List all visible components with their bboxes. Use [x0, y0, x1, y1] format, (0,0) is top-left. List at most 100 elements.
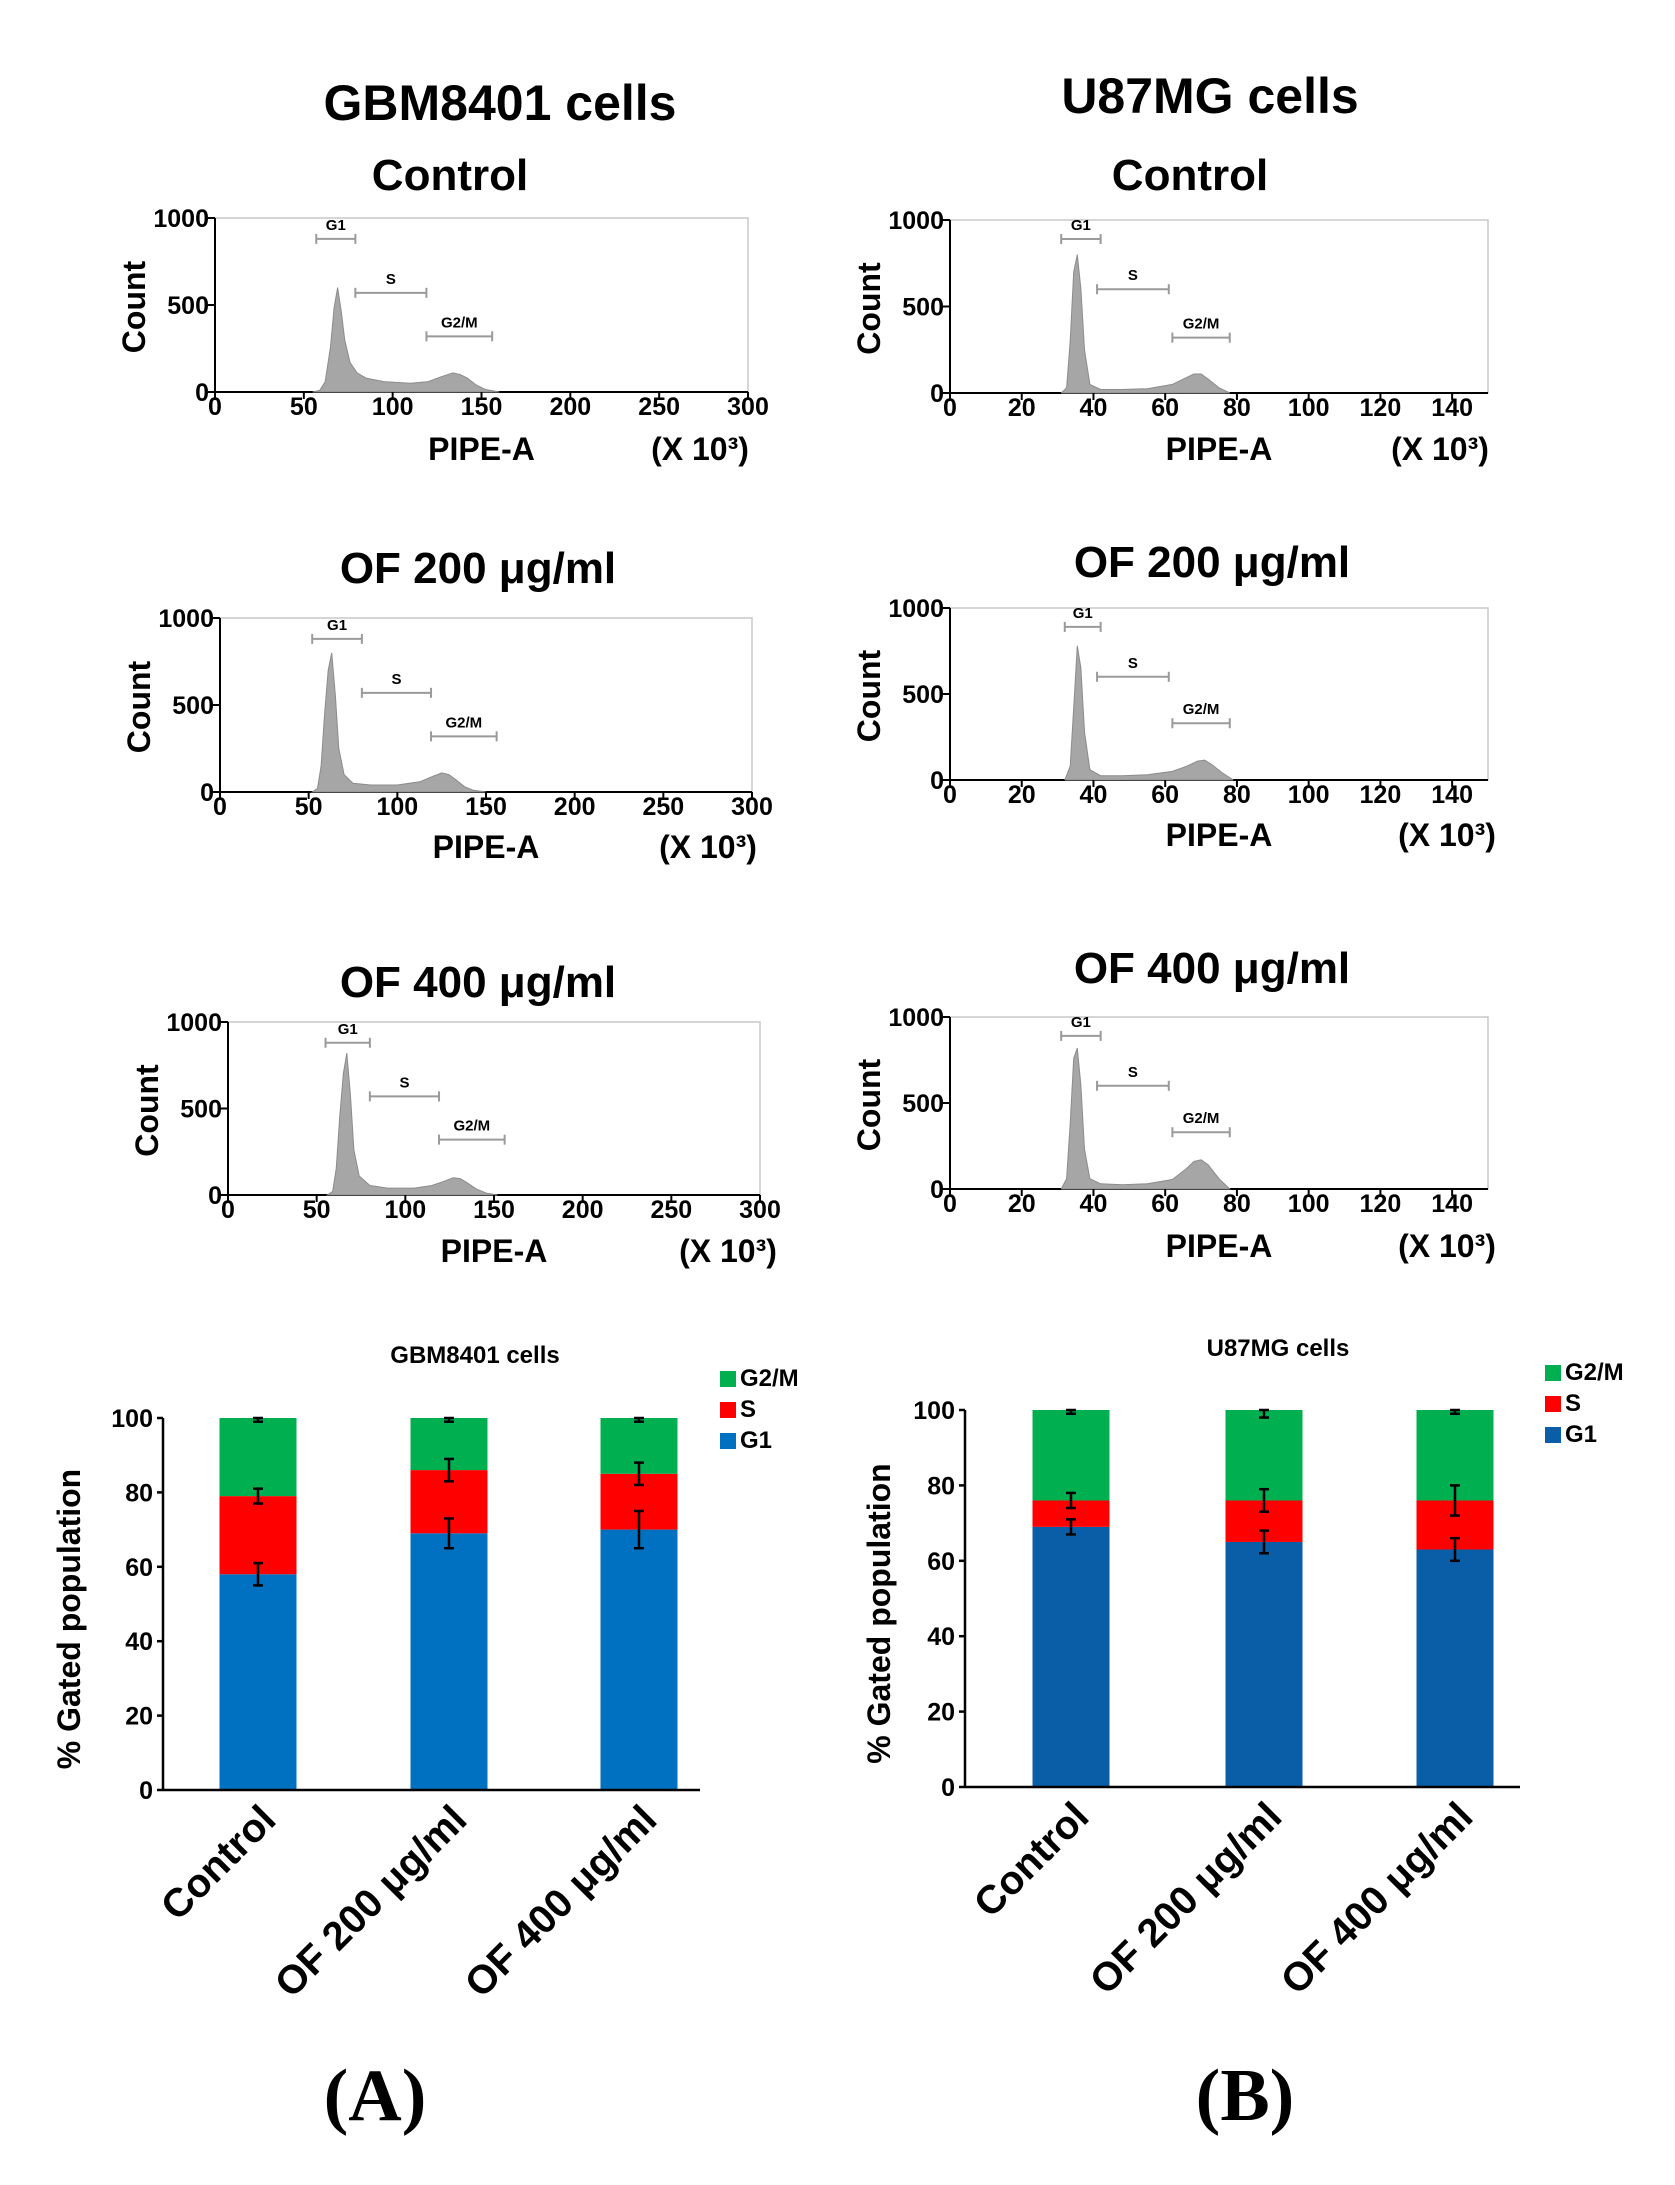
gate-label: G2/M [1183, 701, 1220, 718]
bar-segment-g1 [1032, 1526, 1110, 1787]
y-axis-label: % Gated population [51, 1469, 87, 1769]
y-tick-label: 500 [180, 1096, 222, 1124]
y-tick-label: 1000 [888, 595, 944, 623]
x-tick-label: 150 [461, 393, 503, 421]
column-title-gbm: GBM8401 cells [324, 75, 677, 131]
x-tick-label: 100 [384, 1196, 426, 1224]
x-tick-label: 20 [1008, 781, 1036, 809]
y-tick-label: 0 [200, 779, 214, 807]
histogram-title: OF 200 μg/ml [1074, 538, 1350, 587]
gate-label: G1 [1071, 217, 1091, 234]
histogram-title: Control [1112, 151, 1268, 200]
x-tick-label: 150 [473, 1196, 515, 1224]
x-axis-unit: (X 10³) [1398, 1228, 1496, 1264]
x-tick-label: 100 [1288, 394, 1330, 422]
y-tick-label: 60 [927, 1548, 955, 1576]
gate-label: S [1128, 267, 1138, 284]
gate-label: S [1128, 655, 1138, 672]
y-tick-label: 500 [172, 692, 214, 720]
plot-frame [949, 607, 1489, 781]
x-tick-label: 140 [1431, 781, 1473, 809]
x-axis-label: PIPE-A [1166, 1228, 1273, 1264]
x-tick-label: 120 [1360, 394, 1402, 422]
panel-label-b: (B) [1196, 2055, 1295, 2137]
x-tick-label: 100 [1288, 1190, 1330, 1218]
y-tick-label: 100 [913, 1397, 955, 1425]
gate-label: G1 [1071, 1014, 1091, 1031]
histogram-title: OF 400 μg/ml [1074, 944, 1350, 993]
x-tick-label: 0 [221, 1196, 235, 1224]
histogram-gbm-of400: OF 400 μg/ml G1 S G2/M 0 500 1000 0 50 100 150 200 2… [129, 958, 781, 1269]
histogram-gbm-of200: OF 200 μg/ml G1 S G2/M 0 500 1000 0 50 100 150 200 2… [121, 544, 773, 865]
y-axis-label: % Gated population [861, 1463, 897, 1763]
y-tick-label: 0 [941, 1774, 955, 1802]
x-tick-label: 120 [1360, 781, 1402, 809]
y-tick-label: 40 [927, 1623, 955, 1651]
x-tick-label: 300 [739, 1196, 781, 1224]
y-tick-label: 500 [902, 1090, 944, 1118]
x-tick-label: 250 [650, 1196, 692, 1224]
plot-frame [219, 617, 753, 793]
bar-segment-g1 [1416, 1549, 1494, 1787]
category-label: Control [966, 1794, 1098, 1926]
gate-label: S [386, 271, 396, 288]
legend-label: G2/M [740, 1365, 799, 1392]
plot-frame [949, 1016, 1489, 1190]
bar-chart-u87: U87MG cells 0 20 40 60 80 100 % Gated populatio… [861, 1335, 1624, 2003]
histogram-title: OF 400 μg/ml [340, 958, 616, 1007]
y-tick-label: 40 [125, 1628, 153, 1656]
y-tick-label: 80 [125, 1479, 153, 1507]
y-tick-label: 1000 [153, 205, 209, 233]
x-tick-label: 120 [1360, 1190, 1402, 1218]
legend-label: G1 [740, 1427, 772, 1454]
legend-swatch-g2m [720, 1371, 736, 1387]
x-tick-label: 0 [943, 394, 957, 422]
column-title-u87: U87MG cells [1061, 68, 1358, 124]
y-tick-label: 500 [902, 681, 944, 709]
bar-segment-s [219, 1496, 297, 1575]
bar-segment-g2m [1032, 1410, 1110, 1501]
x-tick-label: 250 [642, 793, 684, 821]
histogram-title: Control [372, 151, 528, 200]
panel-label-a: (A) [324, 2055, 427, 2137]
x-tick-label: 0 [943, 781, 957, 809]
x-tick-label: 40 [1080, 1190, 1108, 1218]
gate-label: G1 [326, 217, 346, 234]
x-tick-label: 300 [727, 393, 769, 421]
y-tick-label: 0 [930, 1176, 944, 1204]
bar-segment-g2m [219, 1418, 297, 1497]
x-tick-label: 80 [1223, 394, 1251, 422]
x-tick-label: 300 [731, 793, 773, 821]
bar-segment-g1 [1225, 1541, 1303, 1787]
x-tick-label: 50 [295, 793, 323, 821]
histogram-area [312, 287, 500, 393]
x-tick-label: 250 [638, 393, 680, 421]
histogram-u87-of200: OF 200 μg/ml G1 S G2/M 0 500 1000 0 20 40 60 80 100 1… [851, 538, 1496, 853]
x-tick-label: 20 [1008, 394, 1036, 422]
x-tick-label: 80 [1223, 781, 1251, 809]
y-axis-label: Count [851, 262, 887, 355]
gate-label: S [399, 1074, 409, 1091]
bar-segment-g1 [410, 1533, 488, 1790]
histogram-area [1060, 254, 1231, 394]
x-tick-label: 100 [376, 793, 418, 821]
legend-label: G2/M [1565, 1359, 1624, 1386]
y-tick-label: 500 [167, 292, 209, 320]
x-tick-label: 80 [1223, 1190, 1251, 1218]
x-axis-unit: (X 10³) [659, 829, 757, 865]
x-tick-label: 150 [465, 793, 507, 821]
histogram-area [1060, 1047, 1232, 1190]
x-axis-unit: (X 10³) [651, 431, 749, 467]
x-tick-label: 100 [372, 393, 414, 421]
x-tick-label: 40 [1080, 394, 1108, 422]
bar-chart-title: GBM8401 cells [390, 1342, 559, 1369]
gate-label: S [1128, 1064, 1138, 1081]
y-tick-label: 0 [195, 379, 209, 407]
y-tick-label: 60 [125, 1554, 153, 1582]
y-tick-label: 1000 [888, 1004, 944, 1032]
y-axis-label: Count [851, 1058, 887, 1151]
histogram-area [1064, 645, 1234, 781]
bar-segment-g2m [1225, 1410, 1303, 1501]
